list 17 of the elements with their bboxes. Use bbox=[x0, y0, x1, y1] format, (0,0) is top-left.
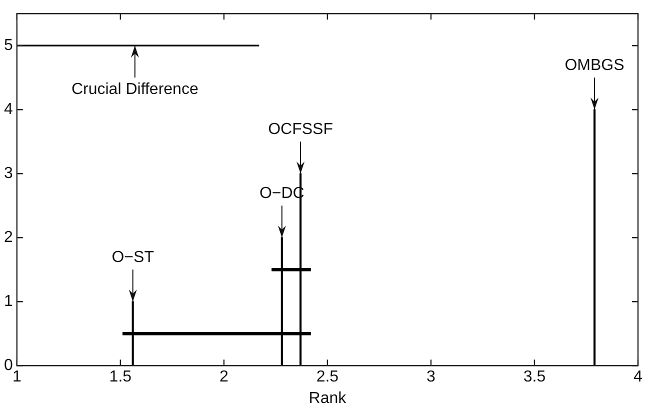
x-tick-label: 4 bbox=[634, 368, 643, 386]
x-tick-label: 2.5 bbox=[316, 368, 339, 386]
annotation: O−ST bbox=[112, 249, 154, 266]
annotation: OCFSSF bbox=[268, 121, 334, 138]
y-tick-label: 0 bbox=[4, 357, 13, 374]
y-tick-label: 4 bbox=[4, 101, 13, 118]
x-tick-label: 3.5 bbox=[523, 368, 546, 386]
y-tick-label: 5 bbox=[4, 37, 13, 54]
x-tick-label: 2 bbox=[219, 368, 228, 386]
x-tick-label: 1.5 bbox=[109, 368, 132, 386]
x-tick-label: 3 bbox=[426, 368, 436, 386]
annotation: Crucial Difference bbox=[71, 81, 198, 98]
x-axis-title: Rank bbox=[308, 390, 348, 407]
y-tick-label: 3 bbox=[4, 165, 13, 182]
y-tick-label: 1 bbox=[4, 293, 13, 310]
annotation: OMBGS bbox=[564, 57, 624, 74]
y-tick-label: 2 bbox=[4, 229, 13, 246]
